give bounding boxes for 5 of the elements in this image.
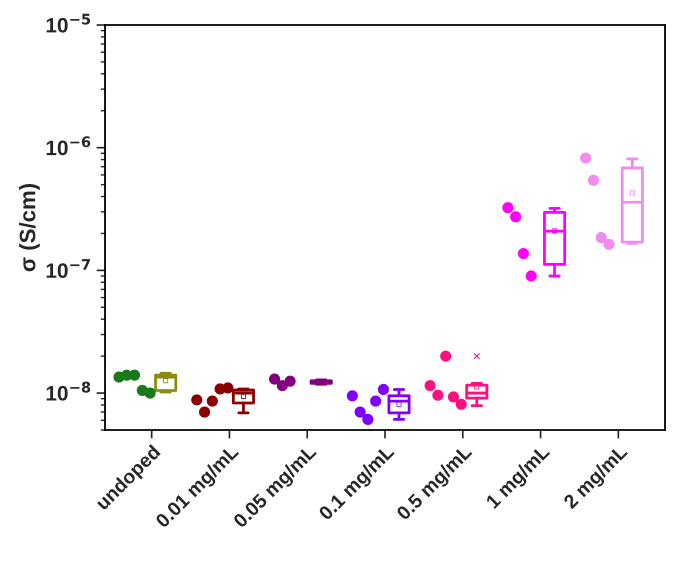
y-tick-label: 10$^{−5}$ bbox=[46, 14, 90, 33]
y-tick-label: 10$^{−7}$ bbox=[46, 259, 90, 278]
y-axis-title: σ (S/cm) bbox=[19, 184, 40, 272]
y-tick-label: 10$^{−8}$ bbox=[46, 382, 90, 401]
y-tick-label: 10$^{−6}$ bbox=[46, 136, 90, 156]
